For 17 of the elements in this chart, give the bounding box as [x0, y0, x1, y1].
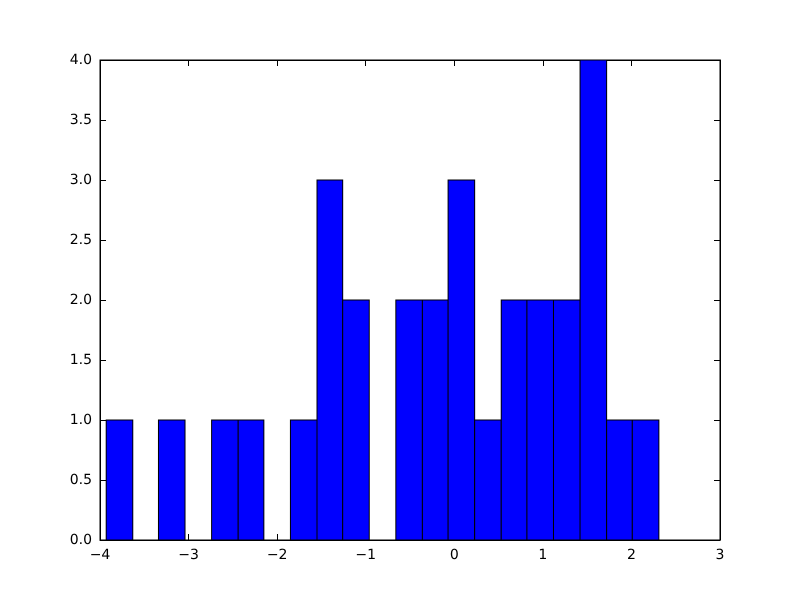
- x-tick-label: −2: [266, 547, 288, 563]
- y-tick-label: 4.0: [70, 52, 92, 68]
- y-tick-label: 0.0: [70, 532, 92, 548]
- x-tick-label: −1: [355, 547, 376, 563]
- y-tick-label: 2.5: [70, 232, 92, 248]
- y-tick-label: 1.5: [70, 352, 92, 368]
- x-tick-label: 3: [716, 547, 724, 563]
- y-tick-label: 3.5: [70, 112, 92, 128]
- x-tick-label: −4: [90, 547, 110, 563]
- x-tick-label: 0: [450, 547, 459, 563]
- y-tick-label: 3.0: [70, 172, 92, 188]
- x-tick-label: −3: [178, 547, 199, 563]
- y-tick-label: 1.0: [70, 412, 92, 428]
- x-tick-label: 1: [538, 547, 548, 563]
- y-tick-label: 2.0: [70, 292, 92, 308]
- x-tick-label: 2: [626, 547, 636, 563]
- y-tick-label: 0.5: [70, 472, 92, 488]
